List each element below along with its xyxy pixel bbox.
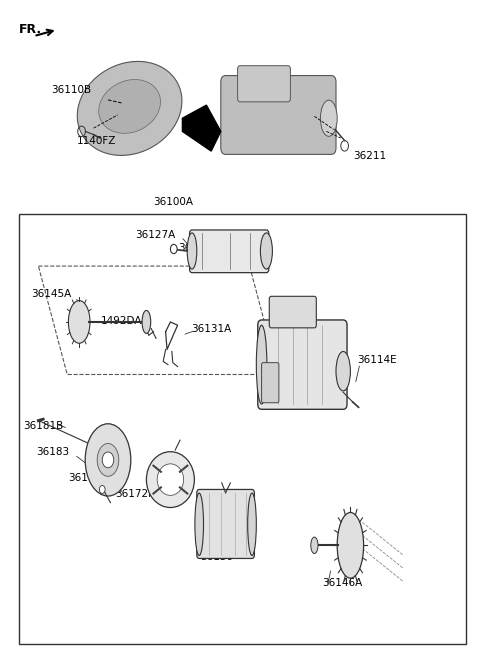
Ellipse shape: [157, 464, 183, 495]
FancyBboxPatch shape: [262, 363, 279, 403]
Text: 36150: 36150: [201, 552, 233, 562]
FancyBboxPatch shape: [190, 230, 269, 273]
Text: 36100A: 36100A: [153, 197, 193, 207]
Ellipse shape: [337, 512, 364, 578]
Text: 36110B: 36110B: [51, 85, 91, 95]
Text: FR.: FR.: [19, 23, 42, 36]
Text: 1492DA: 1492DA: [101, 315, 142, 326]
Ellipse shape: [85, 424, 131, 496]
Ellipse shape: [336, 351, 350, 391]
FancyBboxPatch shape: [221, 76, 336, 154]
Text: 36110: 36110: [283, 334, 316, 345]
Text: 36120: 36120: [178, 243, 211, 254]
Circle shape: [102, 452, 114, 468]
Ellipse shape: [146, 452, 194, 508]
Ellipse shape: [142, 311, 151, 334]
Ellipse shape: [99, 79, 160, 133]
Text: 36146A: 36146A: [323, 578, 363, 589]
Ellipse shape: [68, 301, 90, 344]
Ellipse shape: [77, 61, 182, 156]
Circle shape: [170, 244, 177, 254]
Circle shape: [99, 486, 105, 493]
Ellipse shape: [311, 537, 318, 553]
Text: 36211: 36211: [353, 151, 386, 161]
Ellipse shape: [97, 443, 119, 476]
Bar: [19, 214, 466, 644]
Ellipse shape: [187, 233, 197, 269]
Text: 1140FZ: 1140FZ: [77, 136, 116, 146]
Ellipse shape: [248, 493, 256, 556]
FancyBboxPatch shape: [197, 489, 254, 558]
Text: 36170: 36170: [68, 473, 101, 484]
Text: 36131A: 36131A: [191, 323, 231, 334]
Text: 36172F: 36172F: [116, 489, 155, 499]
Ellipse shape: [261, 233, 273, 269]
Text: 36114E: 36114E: [358, 355, 397, 365]
Text: 36181B: 36181B: [23, 420, 63, 431]
Ellipse shape: [256, 325, 267, 404]
Text: 36183: 36183: [36, 447, 70, 457]
FancyBboxPatch shape: [269, 296, 316, 328]
FancyBboxPatch shape: [238, 66, 290, 102]
Text: 36127A: 36127A: [135, 229, 175, 240]
Ellipse shape: [321, 101, 337, 137]
Text: 36145A: 36145A: [31, 289, 71, 300]
Polygon shape: [182, 105, 221, 151]
FancyBboxPatch shape: [258, 320, 347, 409]
Ellipse shape: [195, 493, 204, 556]
